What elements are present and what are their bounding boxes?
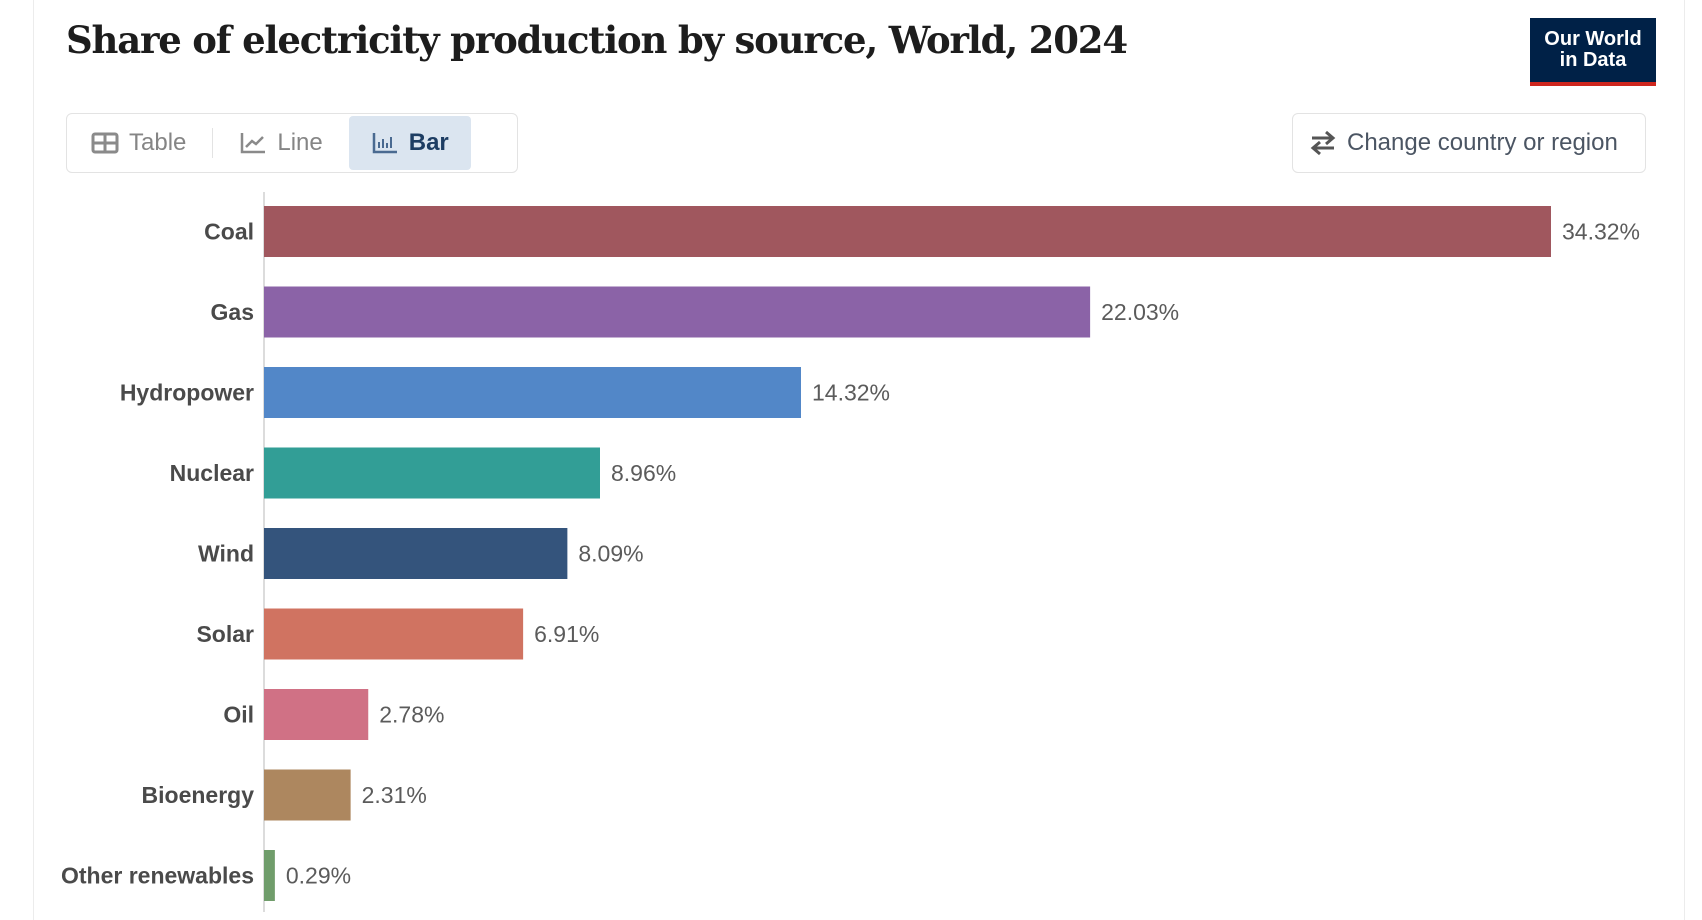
- bar-gas[interactable]: [264, 286, 1091, 338]
- value-label: 6.91%: [534, 621, 599, 647]
- category-label: Gas: [211, 299, 254, 325]
- bar-wind[interactable]: [264, 528, 568, 579]
- bar-bioenergy[interactable]: [264, 769, 351, 821]
- bar-chart-icon: [371, 131, 399, 155]
- change-country-label: Change country or region: [1347, 129, 1618, 156]
- value-label: 0.29%: [286, 863, 351, 889]
- bar-solar[interactable]: [264, 608, 524, 660]
- category-label: Oil: [223, 702, 254, 728]
- owid-logo[interactable]: Our World in Data: [1530, 18, 1656, 86]
- logo-line-2: in Data: [1559, 49, 1627, 71]
- category-label: Wind: [198, 541, 254, 567]
- logo-line-1: Our World: [1544, 28, 1642, 50]
- tab-bar[interactable]: Bar: [348, 116, 471, 170]
- category-label: Hydropower: [120, 380, 254, 406]
- category-label: Nuclear: [170, 460, 254, 486]
- tab-table-label: Table: [129, 129, 187, 156]
- value-label: 8.09%: [578, 541, 643, 567]
- bar-coal[interactable]: [264, 206, 1551, 257]
- value-label: 8.96%: [611, 460, 676, 486]
- category-label: Solar: [196, 621, 254, 647]
- value-label: 22.03%: [1101, 299, 1179, 325]
- category-label: Coal: [204, 219, 254, 245]
- bar-nuclear[interactable]: [264, 447, 600, 499]
- tab-line[interactable]: Line: [217, 116, 344, 170]
- value-label: 2.78%: [379, 702, 444, 728]
- bar-oil[interactable]: [264, 689, 369, 740]
- tab-line-label: Line: [277, 129, 323, 156]
- category-label: Other renewables: [61, 863, 254, 889]
- value-label: 2.31%: [362, 782, 427, 808]
- swap-arrows-icon: [1309, 130, 1337, 156]
- value-label: 14.32%: [812, 380, 890, 406]
- view-tabs: Table Line Bar: [66, 113, 518, 173]
- value-label: 34.32%: [1562, 219, 1640, 245]
- category-label: Bioenergy: [142, 782, 255, 808]
- bar-hydropower[interactable]: [264, 367, 801, 418]
- line-chart-icon: [239, 131, 267, 155]
- table-icon: [91, 131, 119, 155]
- bar-other-renewables[interactable]: [264, 850, 275, 901]
- tab-table[interactable]: Table: [69, 116, 208, 170]
- change-country-button[interactable]: Change country or region: [1292, 113, 1646, 173]
- tab-bar-label: Bar: [408, 129, 449, 156]
- chart-title: Share of electricity production by sourc…: [66, 18, 1128, 62]
- tab-divider: [212, 128, 214, 158]
